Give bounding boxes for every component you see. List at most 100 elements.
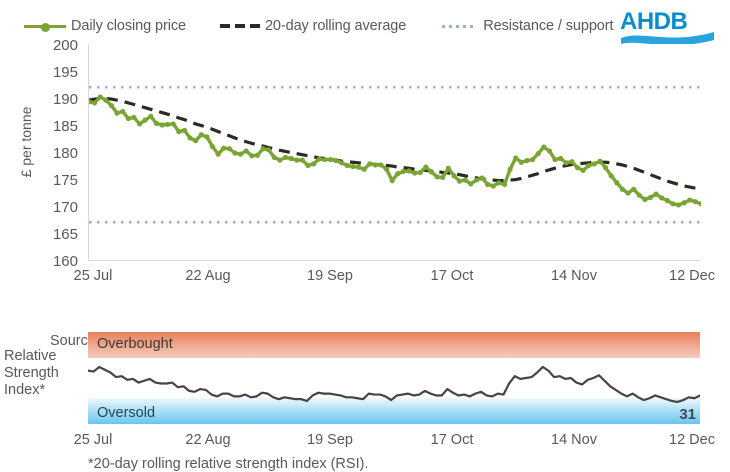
- daily-price-marker: [176, 128, 182, 135]
- price-ytick: 170: [52, 199, 78, 216]
- daily-price-marker: [647, 194, 654, 200]
- rsi-xtick: 14 Nov: [551, 432, 597, 448]
- daily-price-marker: [580, 167, 586, 173]
- price-ytick: 175: [52, 172, 78, 189]
- daily-price-marker: [473, 177, 480, 183]
- price-xtick: 14 Nov: [551, 268, 597, 284]
- daily-price-marker: [412, 170, 418, 176]
- daily-price-marker: [198, 132, 204, 138]
- daily-price-marker: [148, 113, 154, 119]
- daily-price-marker: [395, 171, 401, 177]
- daily-price-marker: [434, 174, 440, 180]
- daily-price-marker: [428, 169, 435, 175]
- daily-price-marker: [591, 161, 597, 167]
- daily-price-marker: [367, 161, 373, 167]
- daily-price-marker: [445, 165, 451, 171]
- daily-price-marker: [260, 146, 266, 152]
- daily-price-marker: [165, 121, 171, 128]
- rsi-current-value: 31: [679, 406, 696, 423]
- daily-price-marker: [299, 157, 305, 163]
- legend-item-daily-closing-price: Daily closing price: [24, 18, 186, 34]
- price-ytick: 165: [52, 226, 78, 243]
- daily-price-marker: [451, 173, 457, 179]
- rsi-line: [88, 365, 700, 404]
- daily-price-marker: [631, 186, 637, 192]
- daily-price-marker: [254, 152, 261, 158]
- daily-price-marker: [602, 165, 609, 171]
- daily-price-marker: [221, 145, 227, 151]
- price-series-svg: [89, 85, 701, 224]
- daily-price-marker: [131, 114, 137, 121]
- daily-price-marker: [642, 196, 648, 203]
- daily-price-marker: [692, 199, 698, 205]
- rsi-xtick: 19 Sep: [307, 432, 353, 448]
- daily-price-marker: [664, 198, 670, 204]
- daily-price-marker: [541, 144, 547, 150]
- daily-price-marker: [344, 162, 350, 169]
- daily-price-marker: [608, 173, 614, 179]
- rsi-footnote: *20-day rolling relative strength index …: [88, 456, 369, 472]
- daily-price-marker: [546, 148, 552, 154]
- daily-price-marker: [389, 178, 395, 184]
- price-ytick: 160: [52, 253, 78, 270]
- price-xtick: 25 Jul: [73, 268, 113, 284]
- daily-price-marker: [518, 159, 524, 165]
- legend-label-daily-closing-price: Daily closing price: [71, 18, 186, 34]
- oversold-band: [88, 398, 700, 424]
- daily-price-marker: [294, 157, 300, 163]
- daily-price-marker: [406, 168, 412, 174]
- daily-price-marker: [316, 156, 322, 162]
- daily-price-marker: [378, 162, 384, 168]
- daily-price-marker: [282, 154, 289, 160]
- daily-price-marker: [120, 108, 126, 115]
- daily-price-marker: [339, 160, 345, 166]
- price-ytick: 180: [52, 145, 78, 162]
- daily-price-marker: [423, 164, 429, 170]
- daily-price-marker: [249, 153, 255, 159]
- daily-price-marker: [97, 94, 103, 100]
- rsi-chart-panel: Relative Strength Index* Overbought Over…: [0, 328, 730, 472]
- daily-price-marker: [670, 201, 676, 207]
- daily-price-marker: [305, 162, 311, 169]
- chart-legend: Daily closing price 20-day rolling avera…: [24, 14, 624, 38]
- daily-price-marker: [108, 102, 115, 109]
- daily-price-marker: [355, 164, 362, 170]
- rsi-xtick: 25 Jul: [73, 432, 113, 448]
- dashed-line-black-icon: [219, 19, 260, 33]
- daily-price-marker: [243, 148, 249, 154]
- daily-price-marker: [535, 151, 541, 157]
- daily-price-marker: [597, 158, 603, 164]
- price-xtick: 22 Aug: [185, 268, 231, 284]
- price-ytick: 195: [52, 64, 78, 81]
- ahdb-logo: AHDB: [620, 8, 716, 44]
- daily-price-marker: [552, 156, 558, 163]
- daily-price-marker: [675, 202, 682, 208]
- daily-price-marker: [142, 117, 148, 123]
- daily-price-marker: [625, 190, 631, 196]
- daily-price-marker: [125, 115, 131, 122]
- rsi-plot-area: Overbought Oversold 31: [88, 332, 700, 424]
- daily-price-marker: [204, 134, 210, 140]
- daily-price-marker: [136, 121, 143, 127]
- daily-price-marker: [479, 175, 485, 181]
- daily-price-marker: [232, 150, 238, 156]
- daily-price-marker: [507, 166, 513, 172]
- daily-price-marker: [496, 180, 502, 186]
- legend-label-resistance-support: Resistance / support: [483, 18, 614, 34]
- price-ytick: 200: [52, 37, 78, 54]
- rsi-xtick: 12 Dec: [669, 432, 715, 448]
- price-plot-area: [88, 44, 701, 261]
- daily-price-marker: [569, 159, 575, 165]
- dotted-line-blue-icon: [440, 19, 478, 33]
- daily-price-marker: [659, 195, 665, 201]
- daily-price-marker: [322, 156, 328, 163]
- ahdb-logo-icon: AHDB: [620, 8, 714, 44]
- daily-price-marker: [462, 177, 468, 183]
- daily-price-marker: [153, 120, 159, 126]
- daily-price-marker: [333, 158, 339, 164]
- daily-price-marker: [681, 200, 687, 206]
- daily-price-marker: [193, 138, 199, 144]
- daily-price-marker: [238, 151, 244, 157]
- daily-price-marker: [563, 160, 569, 166]
